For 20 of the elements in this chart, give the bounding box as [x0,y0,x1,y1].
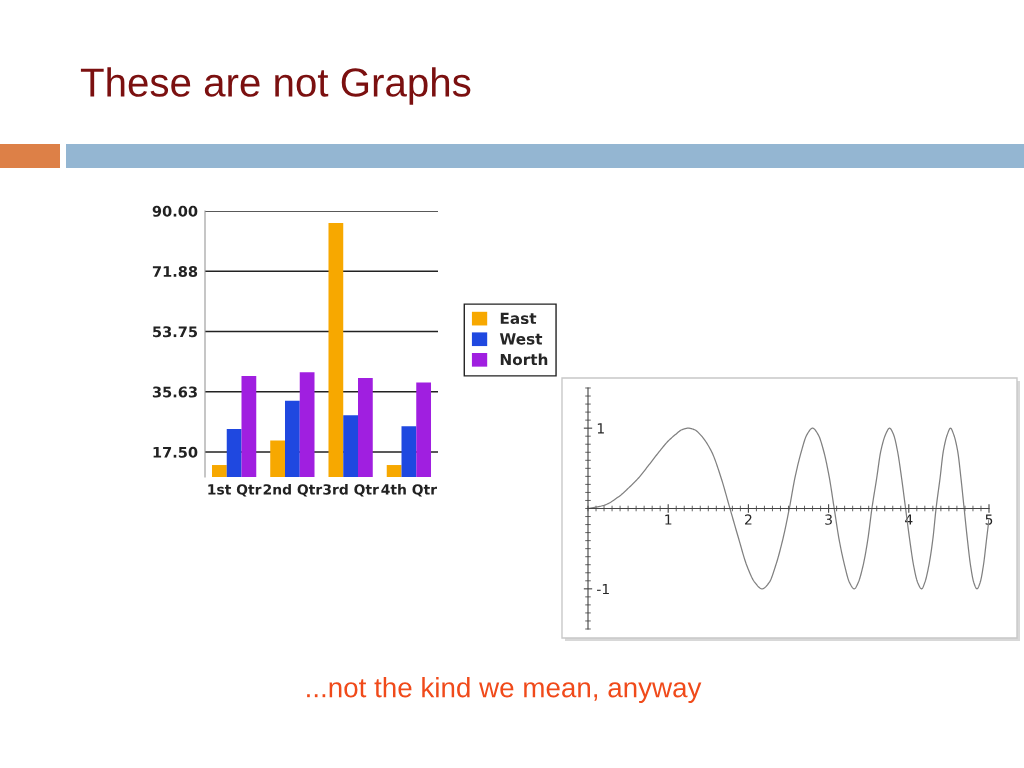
x-tick-label: 5 [985,514,993,525]
x-tick-label: 4th Qtr [381,483,437,497]
y-tick-label: 90.00 [152,205,198,217]
y-tick-label: 17.50 [153,446,198,458]
x-tick-label: 4 [905,514,913,525]
x-tick-label: 2nd Qtr [263,483,323,497]
chart-title: These are not Graphs [80,67,471,105]
x-tick-label: 3 [825,514,832,525]
y-tick-label: -1 [597,583,609,595]
x-tick-label: 2 [745,514,752,525]
y-tick-label: 53.75 [153,326,198,338]
text: ...not the kind we mean, anyway [307,677,702,703]
x-tick-label: 1st Qtr [208,484,262,497]
x-tick-label: 1 [665,514,672,525]
y-tick-label: 35.63 [152,386,197,398]
legend-label: East [500,312,537,325]
y-tick-label: 71.88 [152,265,198,277]
legend-label: West [499,333,543,345]
x-tick-label: 3rd Qtr [323,483,379,497]
legend-label: North [500,353,548,366]
